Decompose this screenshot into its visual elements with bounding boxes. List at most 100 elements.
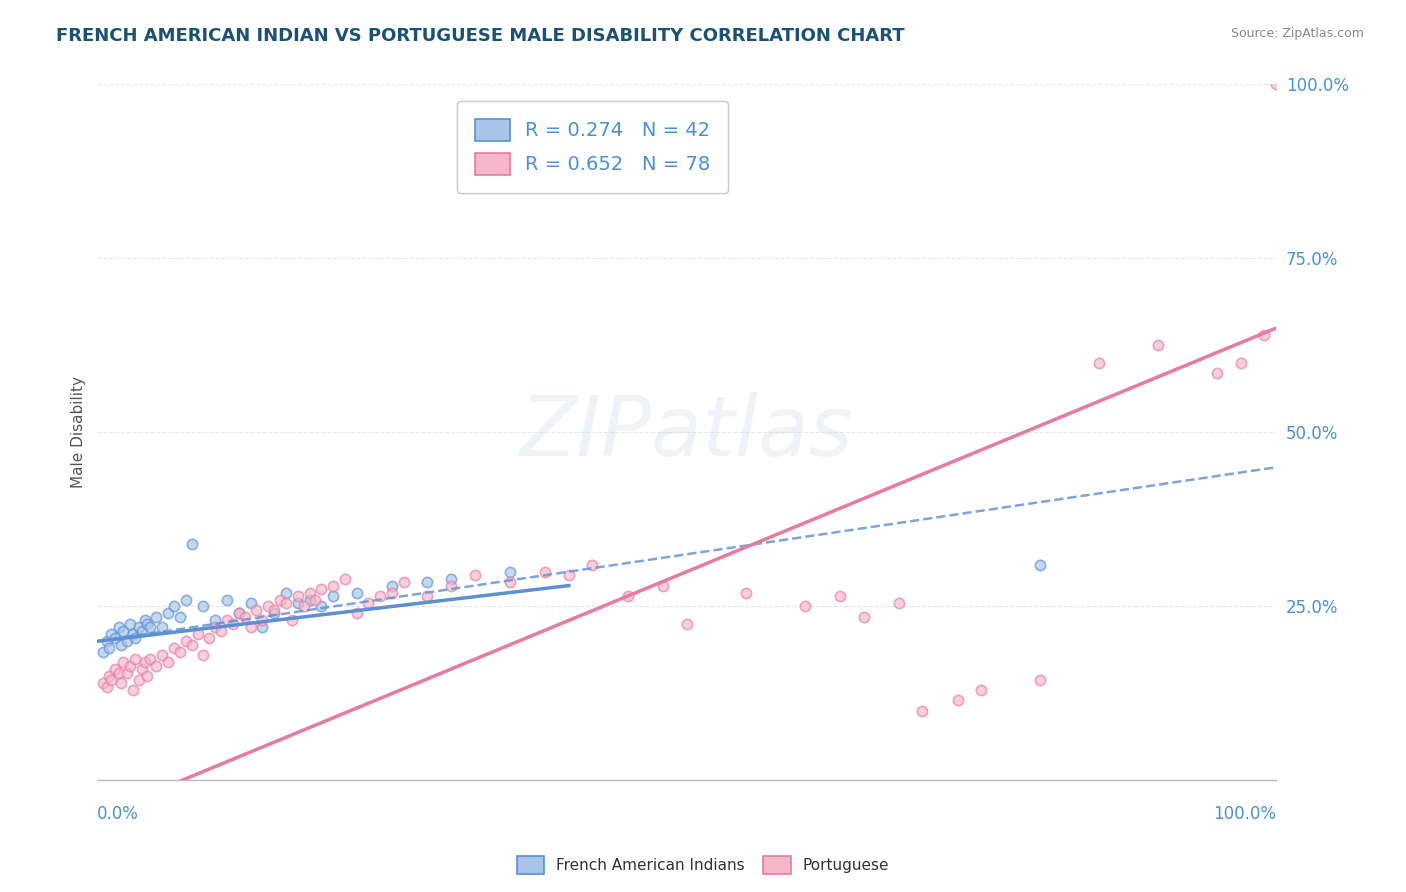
Point (499, 575, 522, 590)
Point (134, 614, 156, 628)
Point (346, 585, 368, 599)
Point (1253, 328, 1275, 343)
Point (1206, 366, 1229, 380)
Point (381, 585, 404, 599)
Point (91, 645, 114, 659)
Point (121, 683, 143, 698)
Point (193, 599, 215, 614)
Point (675, 616, 697, 631)
Point (204, 620, 226, 634)
Text: Source: ZipAtlas.com: Source: ZipAtlas.com (1230, 27, 1364, 40)
Point (239, 620, 262, 634)
Point (115, 634, 138, 648)
Point (287, 596, 309, 610)
Point (346, 607, 368, 621)
Point (368, 589, 391, 603)
Point (107, 665, 129, 680)
Point (333, 572, 356, 586)
Point (228, 607, 250, 621)
Point (98, 641, 121, 656)
Point (357, 596, 380, 610)
Point (1265, 78, 1288, 92)
Point (100, 673, 122, 687)
Point (209, 624, 232, 638)
Point (440, 578, 463, 592)
Point (163, 641, 186, 656)
Point (558, 568, 581, 582)
Point (322, 589, 344, 603)
Point (150, 620, 173, 634)
Point (112, 655, 135, 669)
Point (416, 589, 439, 603)
Legend: French American Indians, Portuguese: French American Indians, Portuguese (510, 850, 896, 880)
Text: 100.0%: 100.0% (1213, 805, 1277, 823)
Point (252, 614, 274, 628)
Point (887, 596, 910, 610)
Point (169, 645, 191, 659)
Point (110, 638, 132, 652)
Point (1147, 338, 1170, 352)
Point (911, 704, 934, 718)
Point (534, 565, 557, 579)
Point (128, 673, 150, 687)
Point (131, 624, 153, 638)
Point (464, 568, 486, 582)
Point (392, 575, 415, 590)
Point (793, 599, 815, 614)
Point (228, 607, 250, 621)
Point (239, 596, 262, 610)
Point (96, 680, 118, 694)
Point (145, 610, 167, 624)
Point (180, 638, 202, 652)
Point (198, 631, 221, 645)
Point (174, 634, 197, 648)
Point (157, 607, 180, 621)
Point (128, 620, 150, 634)
Point (311, 582, 333, 596)
Point (499, 565, 522, 579)
Point (157, 655, 180, 669)
Point (381, 578, 404, 592)
Legend: R = 0.274   N = 42, R = 0.652   N = 78: R = 0.274 N = 42, R = 0.652 N = 78 (457, 101, 728, 193)
Point (169, 610, 191, 624)
Point (311, 599, 333, 614)
Point (174, 592, 197, 607)
Point (98, 669, 121, 683)
Point (139, 651, 162, 665)
Point (215, 614, 238, 628)
Point (104, 631, 127, 645)
Point (100, 627, 122, 641)
Point (145, 658, 167, 673)
Point (110, 676, 132, 690)
Point (252, 620, 274, 634)
Point (187, 627, 209, 641)
Point (180, 537, 202, 551)
Point (1229, 356, 1251, 370)
Point (134, 655, 156, 669)
Text: ZIPatlas: ZIPatlas (520, 392, 853, 473)
Point (298, 592, 321, 607)
Point (139, 620, 162, 634)
Point (440, 572, 463, 586)
Point (131, 662, 153, 676)
Point (828, 589, 851, 603)
Text: 0.0%: 0.0% (97, 805, 139, 823)
Point (96, 634, 118, 648)
Point (245, 603, 267, 617)
Point (222, 616, 245, 631)
Point (257, 599, 280, 614)
Point (150, 648, 173, 663)
Point (204, 614, 226, 628)
Text: FRENCH AMERICAN INDIAN VS PORTUGUESE MALE DISABILITY CORRELATION CHART: FRENCH AMERICAN INDIAN VS PORTUGUESE MAL… (56, 27, 905, 45)
Y-axis label: Male Disability: Male Disability (72, 376, 86, 489)
Point (298, 585, 321, 599)
Point (269, 592, 291, 607)
Point (215, 592, 238, 607)
Point (734, 585, 756, 599)
Point (163, 599, 186, 614)
Point (946, 693, 969, 707)
Point (104, 662, 127, 676)
Point (322, 578, 344, 592)
Point (1088, 356, 1111, 370)
Point (970, 683, 993, 698)
